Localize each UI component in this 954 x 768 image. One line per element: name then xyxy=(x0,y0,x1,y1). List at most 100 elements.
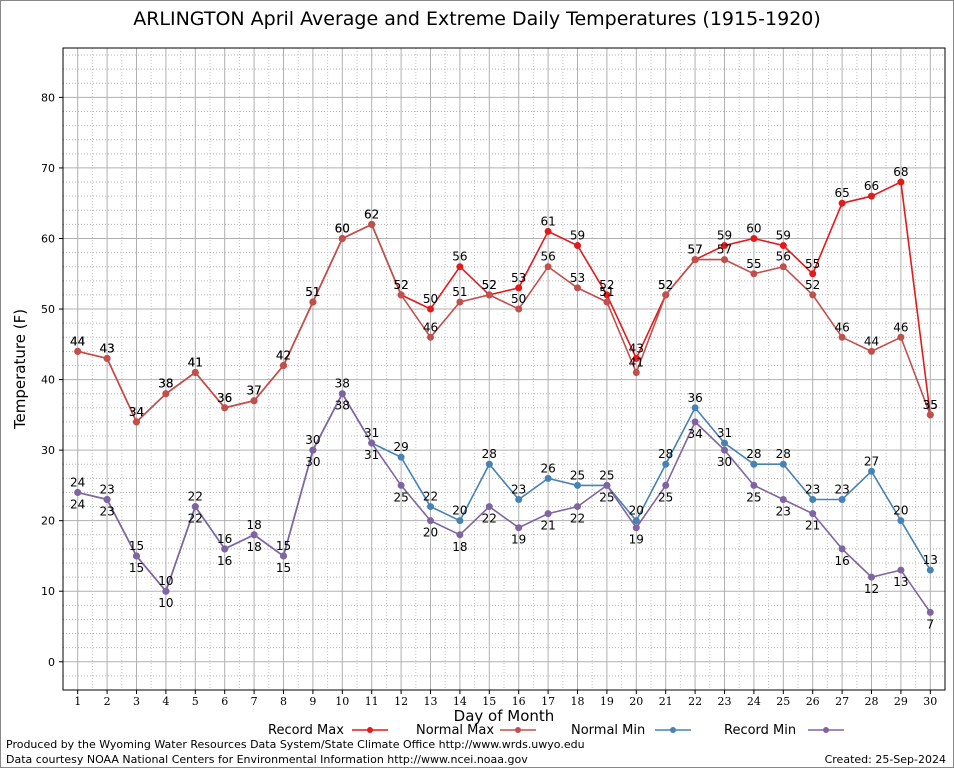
data-point xyxy=(162,587,170,595)
x-tick-label: 15 xyxy=(482,695,496,708)
y-tick-label: 60 xyxy=(41,232,55,245)
data-label: 15 xyxy=(276,539,291,553)
data-point xyxy=(691,404,699,412)
data-point xyxy=(456,263,464,271)
x-tick-label: 5 xyxy=(192,695,199,708)
data-label: 25 xyxy=(599,490,614,504)
data-point xyxy=(868,573,875,581)
data-label: 31 xyxy=(364,448,379,462)
data-label: 46 xyxy=(834,320,849,334)
data-label: 44 xyxy=(864,334,879,348)
data-label: 37 xyxy=(246,384,261,398)
data-point xyxy=(368,220,376,228)
x-tick-label: 19 xyxy=(600,695,614,708)
data-label: 28 xyxy=(776,447,791,461)
x-tick-label: 7 xyxy=(251,695,258,708)
data-label: 23 xyxy=(805,483,820,497)
data-label: 38 xyxy=(158,377,173,391)
data-label: 50 xyxy=(423,292,438,306)
data-label: 30 xyxy=(305,433,320,447)
legend-swatch-marker xyxy=(823,727,829,733)
data-label: 60 xyxy=(746,221,761,235)
data-point xyxy=(779,460,787,468)
data-label: 23 xyxy=(834,483,849,497)
data-label: 38 xyxy=(335,399,350,413)
data-label: 35 xyxy=(923,398,938,412)
data-point xyxy=(191,503,199,511)
data-label: 20 xyxy=(629,504,644,518)
data-label: 22 xyxy=(570,512,585,526)
data-point xyxy=(133,418,140,426)
data-label: 23 xyxy=(776,505,791,519)
x-tick-label: 2 xyxy=(104,695,111,708)
data-point xyxy=(868,467,875,475)
data-label: 51 xyxy=(305,285,320,299)
data-point xyxy=(515,524,523,532)
data-label: 42 xyxy=(276,348,291,362)
data-label: 18 xyxy=(246,518,261,532)
data-point xyxy=(662,460,670,468)
legend: Record Max Normal Max Normal Min Record Min xyxy=(268,723,844,738)
data-label: 28 xyxy=(746,447,761,461)
data-point xyxy=(897,517,905,525)
data-label: 46 xyxy=(423,320,438,334)
data-point xyxy=(750,460,758,468)
data-label: 59 xyxy=(776,229,791,243)
data-point xyxy=(632,369,640,377)
data-point xyxy=(574,284,581,292)
data-point xyxy=(74,347,82,355)
data-label: 51 xyxy=(305,285,320,299)
data-point xyxy=(809,270,817,278)
data-point xyxy=(838,333,846,341)
x-tick-label: 6 xyxy=(221,695,228,708)
data-label: 28 xyxy=(658,447,673,461)
x-tick-label: 22 xyxy=(688,695,702,708)
data-point xyxy=(574,481,581,489)
grid-lines xyxy=(63,48,945,691)
series-lines xyxy=(74,178,934,616)
data-label: 44 xyxy=(70,334,85,348)
data-label: 25 xyxy=(746,490,761,504)
data-label: 21 xyxy=(540,519,555,533)
x-tick-label: 3 xyxy=(133,695,140,708)
data-point xyxy=(809,510,817,518)
data-point xyxy=(721,439,728,447)
data-label: 27 xyxy=(864,454,879,468)
data-label: 22 xyxy=(188,512,203,526)
data-point xyxy=(926,608,934,616)
data-label: 43 xyxy=(629,341,644,355)
data-label: 62 xyxy=(364,207,379,221)
data-labels: 44 43 34 38 41 36 37 42 51 60 62 52 50 56 52 53 61 59 52 43… xyxy=(70,165,938,631)
data-label: 57 xyxy=(717,243,732,257)
data-label: 24 xyxy=(70,497,85,511)
data-label: 15 xyxy=(129,539,144,553)
y-tick-label: 40 xyxy=(41,374,55,387)
data-label: 57 xyxy=(687,243,702,257)
legend-label: Record Min xyxy=(724,723,796,738)
data-point xyxy=(632,524,640,532)
x-tick-label: 12 xyxy=(394,695,408,708)
data-label: 29 xyxy=(393,440,408,454)
x-tick-label: 24 xyxy=(747,695,761,708)
legend-swatch-marker xyxy=(670,727,676,733)
data-label: 46 xyxy=(893,320,908,334)
x-tick-label: 13 xyxy=(424,695,438,708)
data-point xyxy=(897,178,905,186)
x-tick-label: 4 xyxy=(162,695,169,708)
data-label: 38 xyxy=(335,377,350,391)
data-label: 36 xyxy=(217,391,232,405)
data-label: 52 xyxy=(482,278,497,292)
data-point xyxy=(632,517,640,525)
x-tick-label: 17 xyxy=(541,695,555,708)
legend-label: Record Max xyxy=(268,723,344,738)
data-point xyxy=(544,474,552,482)
data-label: 60 xyxy=(335,221,350,235)
data-point xyxy=(338,390,346,398)
data-label: 31 xyxy=(717,426,732,440)
y-tick-label: 10 xyxy=(41,585,55,598)
data-label: 25 xyxy=(658,490,673,504)
x-tick-label: 18 xyxy=(571,695,585,708)
data-point xyxy=(280,552,287,560)
x-tick-label: 1 xyxy=(74,695,81,708)
